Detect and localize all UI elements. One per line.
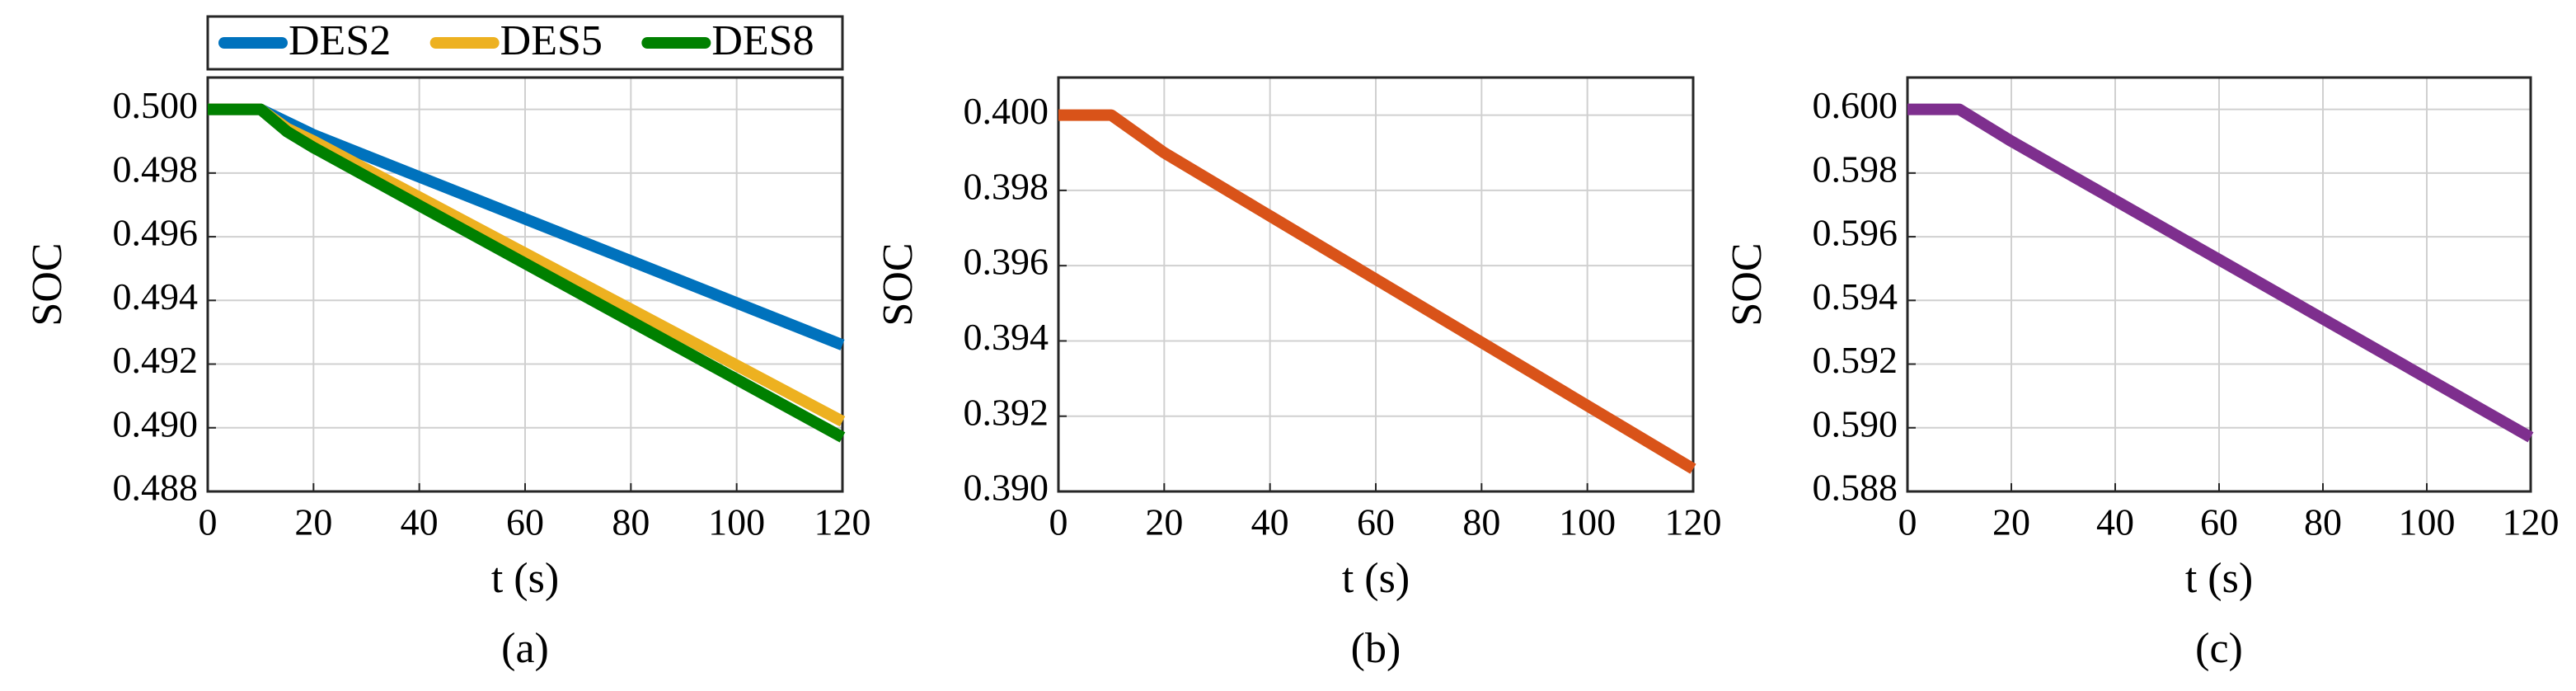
x-tick-label: 80 bbox=[1462, 501, 1500, 543]
plot-frame bbox=[206, 76, 844, 493]
x-tick-label: 0 bbox=[1898, 501, 1917, 543]
x-axis-label: t (s) bbox=[1342, 555, 1410, 602]
plot-frame bbox=[1057, 76, 1695, 493]
x-axis-label: t (s) bbox=[491, 555, 559, 602]
y-tick-label: 0.398 bbox=[964, 165, 1049, 207]
x-tick-label: 100 bbox=[1559, 501, 1616, 543]
legend: DES2 DES5 DES8 bbox=[206, 15, 844, 71]
chart-panel: 0 20 40 60 80 100 120 0.390 0.392 0.394 0.396 0.398… bbox=[875, 76, 1722, 672]
chart-panel: 0 20 40 60 80 100 120 0.588 0.590 0.592 0.594 0.596… bbox=[1724, 76, 2560, 672]
y-tick-label: 0.588 bbox=[1813, 467, 1898, 509]
caption: (b) bbox=[1351, 625, 1401, 672]
x-axis-label: t (s) bbox=[2185, 555, 2253, 602]
x-tick-label: 20 bbox=[294, 501, 332, 543]
y-tick-label: 0.600 bbox=[1813, 84, 1898, 126]
caption: (c) bbox=[2195, 625, 2243, 672]
x-tick-label: 20 bbox=[1992, 501, 2030, 543]
y-tick-label: 0.596 bbox=[1813, 212, 1898, 254]
x-tick-label: 60 bbox=[506, 501, 544, 543]
y-tick-label: 0.492 bbox=[113, 339, 199, 381]
data-line bbox=[1058, 109, 1696, 474]
x-tick-label: 0 bbox=[199, 501, 218, 543]
chart-panel: 0 20 40 60 80 100 120 0.488 0.490 0.492 0.494 0.496… bbox=[24, 15, 871, 672]
y-axis-label: SOC bbox=[24, 242, 71, 326]
x-tick-label: 40 bbox=[2096, 501, 2134, 543]
y-axis-label: SOC bbox=[1724, 242, 1771, 326]
y-tick-label: 0.590 bbox=[1813, 402, 1898, 444]
x-tick-label: 0 bbox=[1049, 501, 1068, 543]
legend-label: DES2 bbox=[289, 17, 391, 64]
y-tick-label: 0.394 bbox=[964, 316, 1049, 358]
x-tick-label: 120 bbox=[2503, 501, 2560, 543]
y-tick-label: 0.490 bbox=[113, 402, 199, 444]
x-tick-label: 60 bbox=[2200, 501, 2238, 543]
y-tick-label: 0.594 bbox=[1813, 275, 1898, 317]
x-tick-label: 120 bbox=[1665, 501, 1722, 543]
y-tick-label: 0.598 bbox=[1813, 148, 1898, 190]
y-tick-label: 0.488 bbox=[113, 467, 199, 509]
data-line bbox=[208, 103, 846, 443]
plot-frame bbox=[1906, 76, 2532, 493]
y-tick-label: 0.498 bbox=[113, 148, 199, 190]
y-tick-label: 0.500 bbox=[113, 84, 199, 126]
y-tick-label: 0.390 bbox=[964, 467, 1049, 509]
x-tick-label: 20 bbox=[1145, 501, 1183, 543]
x-tick-label: 120 bbox=[814, 501, 871, 543]
y-tick-label: 0.396 bbox=[964, 241, 1049, 283]
legend-label: DES8 bbox=[711, 17, 814, 64]
x-tick-label: 100 bbox=[708, 501, 765, 543]
x-tick-label: 80 bbox=[612, 501, 650, 543]
x-tick-label: 40 bbox=[1251, 501, 1289, 543]
x-tick-label: 60 bbox=[1357, 501, 1395, 543]
legend-box bbox=[206, 15, 844, 71]
y-tick-label: 0.592 bbox=[1813, 339, 1898, 381]
caption: (a) bbox=[501, 625, 549, 672]
y-tick-label: 0.392 bbox=[964, 391, 1049, 433]
legend-label: DES5 bbox=[500, 17, 603, 64]
y-axis-label: SOC bbox=[875, 242, 922, 326]
x-tick-label: 100 bbox=[2399, 501, 2456, 543]
data-line bbox=[1907, 103, 2534, 443]
x-tick-label: 80 bbox=[2304, 501, 2342, 543]
y-tick-label: 0.400 bbox=[964, 90, 1049, 132]
y-tick-label: 0.494 bbox=[113, 275, 199, 317]
x-tick-label: 40 bbox=[401, 501, 439, 543]
y-tick-label: 0.496 bbox=[113, 212, 199, 254]
